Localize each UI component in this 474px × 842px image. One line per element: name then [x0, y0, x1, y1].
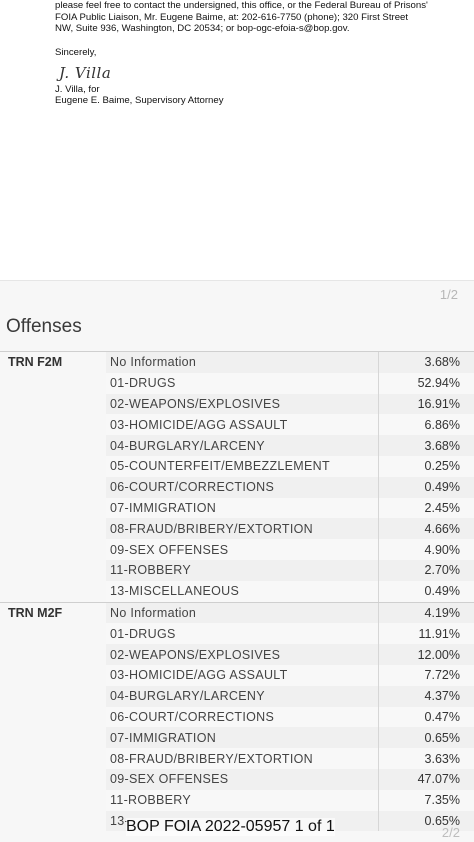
offense-category: 13- — [110, 813, 129, 828]
offense-percentage: 3.68% — [378, 435, 474, 456]
table-row: 01-DRUGS 52.94% — [106, 372, 474, 394]
letter-paragraph-line: please feel free to contact the undersig… — [55, 0, 428, 11]
offense-category: No Information — [110, 355, 197, 370]
letter-body: please feel free to contact the undersig… — [55, 0, 465, 107]
offense-percentage: 3.68% — [378, 352, 474, 373]
offense-percentage: 7.35% — [378, 789, 474, 811]
bottom-page-indicator: 2/2 — [441, 825, 460, 840]
table-row: 08-FRAUD/BRIBERY/EXTORTION 4.66% — [106, 518, 474, 540]
offense-category: 02-WEAPONS/EXPLOSIVES — [110, 647, 281, 662]
offense-category: 13-MISCELLANEOUS — [110, 584, 240, 599]
offense-group: TRN F2M No Information 3.68% 01-DRUGS 52.94%… — [0, 351, 474, 602]
signer-title: Eugene E. Baime, Supervisory Attorney — [55, 95, 224, 106]
offense-category: 06-COURT/CORRECTIONS — [110, 709, 275, 724]
offense-percentage: 2.45% — [378, 497, 474, 519]
offense-category: 05-COUNTERFEIT/EMBEZZLEMENT — [110, 459, 330, 474]
offenses-heading: Offenses — [6, 316, 82, 337]
offense-percentage: 16.91% — [378, 393, 474, 415]
letter-closing: Sincerely, — [55, 46, 97, 58]
offenses-table: TRN F2M No Information 3.68% 01-DRUGS 52.94%… — [0, 351, 474, 832]
table-row: 06-COURT/CORRECTIONS 0.49% — [106, 476, 474, 498]
offense-percentage: 52.94% — [378, 372, 474, 394]
offense-percentage: 7.72% — [378, 664, 474, 686]
offense-percentage: 0.65% — [378, 810, 474, 832]
table-row: 08-FRAUD/BRIBERY/EXTORTION 3.63% — [106, 748, 474, 769]
offense-percentage: 0.65% — [378, 727, 474, 749]
table-row: No Information 3.68% — [106, 352, 474, 373]
offense-percentage: 11.91% — [378, 623, 474, 645]
offense-category: 11-ROBBERY — [110, 563, 192, 578]
offense-category: 11-ROBBERY — [110, 793, 192, 808]
offense-percentage: 47.07% — [378, 768, 474, 790]
offense-percentage: 12.00% — [378, 644, 474, 665]
table-row: 03-HOMICIDE/AGG ASSAULT 6.86% — [106, 414, 474, 436]
table-row: 01-DRUGS 11.91% — [106, 623, 474, 645]
offense-category: 08-FRAUD/BRIBERY/EXTORTION — [110, 751, 313, 766]
offense-category: 02-WEAPONS/EXPLOSIVES — [110, 396, 281, 411]
group-label: TRN F2M — [8, 355, 63, 369]
offense-category: 08-FRAUD/BRIBERY/EXTORTION — [110, 521, 313, 536]
offense-category: 04-BURGLARY/LARCENY — [110, 689, 265, 704]
signature: J. Villa — [59, 64, 112, 82]
letter-paragraph-line: FOIA Public Liaison, Mr. Eugene Baime, a… — [55, 11, 409, 23]
offense-percentage: 6.86% — [378, 414, 474, 436]
offense-category: 07-IMMIGRATION — [110, 500, 217, 515]
table-row: 02-WEAPONS/EXPLOSIVES 12.00% — [106, 644, 474, 665]
table-row: 07-IMMIGRATION 2.45% — [106, 497, 474, 519]
offense-category: 01-DRUGS — [110, 626, 176, 641]
table-row: 11-ROBBERY 2.70% — [106, 559, 474, 581]
signer-line: J. Villa, for — [55, 83, 100, 95]
offense-percentage: 4.90% — [378, 539, 474, 560]
table-row: 04-BURGLARY/LARCENY 4.37% — [106, 685, 474, 707]
table-row: 07-IMMIGRATION 0.65% — [106, 727, 474, 749]
offense-percentage: 3.63% — [378, 748, 474, 769]
offense-percentage: 0.47% — [378, 706, 474, 728]
table-row: 09-SEX OFFENSES 4.90% — [106, 539, 474, 560]
offense-category: 03-HOMICIDE/AGG ASSAULT — [110, 417, 288, 432]
table-row: 09-SEX OFFENSES 47.07% — [106, 768, 474, 790]
offense-category: No Information — [110, 605, 197, 620]
offense-percentage: 4.19% — [378, 602, 474, 624]
page-indicator: 1/2 — [439, 287, 458, 302]
offense-category: 01-DRUGS — [110, 376, 176, 391]
offense-category: 09-SEX OFFENSES — [110, 772, 229, 787]
table-row: 02-WEAPONS/EXPLOSIVES 16.91% — [106, 393, 474, 415]
offense-percentage: 4.37% — [378, 685, 474, 707]
table-row: 13-MISCELLANEOUS 0.49% — [106, 580, 474, 602]
offense-percentage: 0.49% — [378, 476, 474, 498]
letter-paragraph-line: NW, Suite 936, Washington, DC 20534; or … — [55, 23, 350, 34]
offense-percentage: 4.66% — [378, 518, 474, 540]
offense-percentage: 2.70% — [378, 559, 474, 581]
offense-category: 09-SEX OFFENSES — [110, 542, 229, 557]
offenses-screenshot: 1/2 Offenses TRN F2M No Information 3.68% 0… — [0, 280, 474, 842]
offense-category: 04-BURGLARY/LARCENY — [110, 438, 265, 453]
table-row: 05-COUNTERFEIT/EMBEZZLEMENT 0.25% — [106, 455, 474, 477]
offense-category: 03-HOMICIDE/AGG ASSAULT — [110, 668, 288, 683]
document-footer: BOP FOIA 2022-05957 1 of 1 — [126, 818, 335, 836]
offense-percentage: 0.25% — [378, 455, 474, 477]
table-row: 06-COURT/CORRECTIONS 0.47% — [106, 706, 474, 728]
group-label: TRN M2F — [8, 605, 63, 620]
offense-category: 07-IMMIGRATION — [110, 730, 217, 745]
table-row: 03-HOMICIDE/AGG ASSAULT 7.72% — [106, 664, 474, 686]
table-row: No Information 4.19% — [106, 602, 474, 624]
offense-percentage: 0.49% — [378, 580, 474, 602]
offense-category: 06-COURT/CORRECTIONS — [110, 480, 275, 495]
table-row: 11-ROBBERY 7.35% — [106, 789, 474, 811]
offense-group: TRN M2F No Information 4.19% 01-DRUGS 11.91%… — [0, 601, 474, 832]
table-row: 04-BURGLARY/LARCENY 3.68% — [106, 435, 474, 456]
